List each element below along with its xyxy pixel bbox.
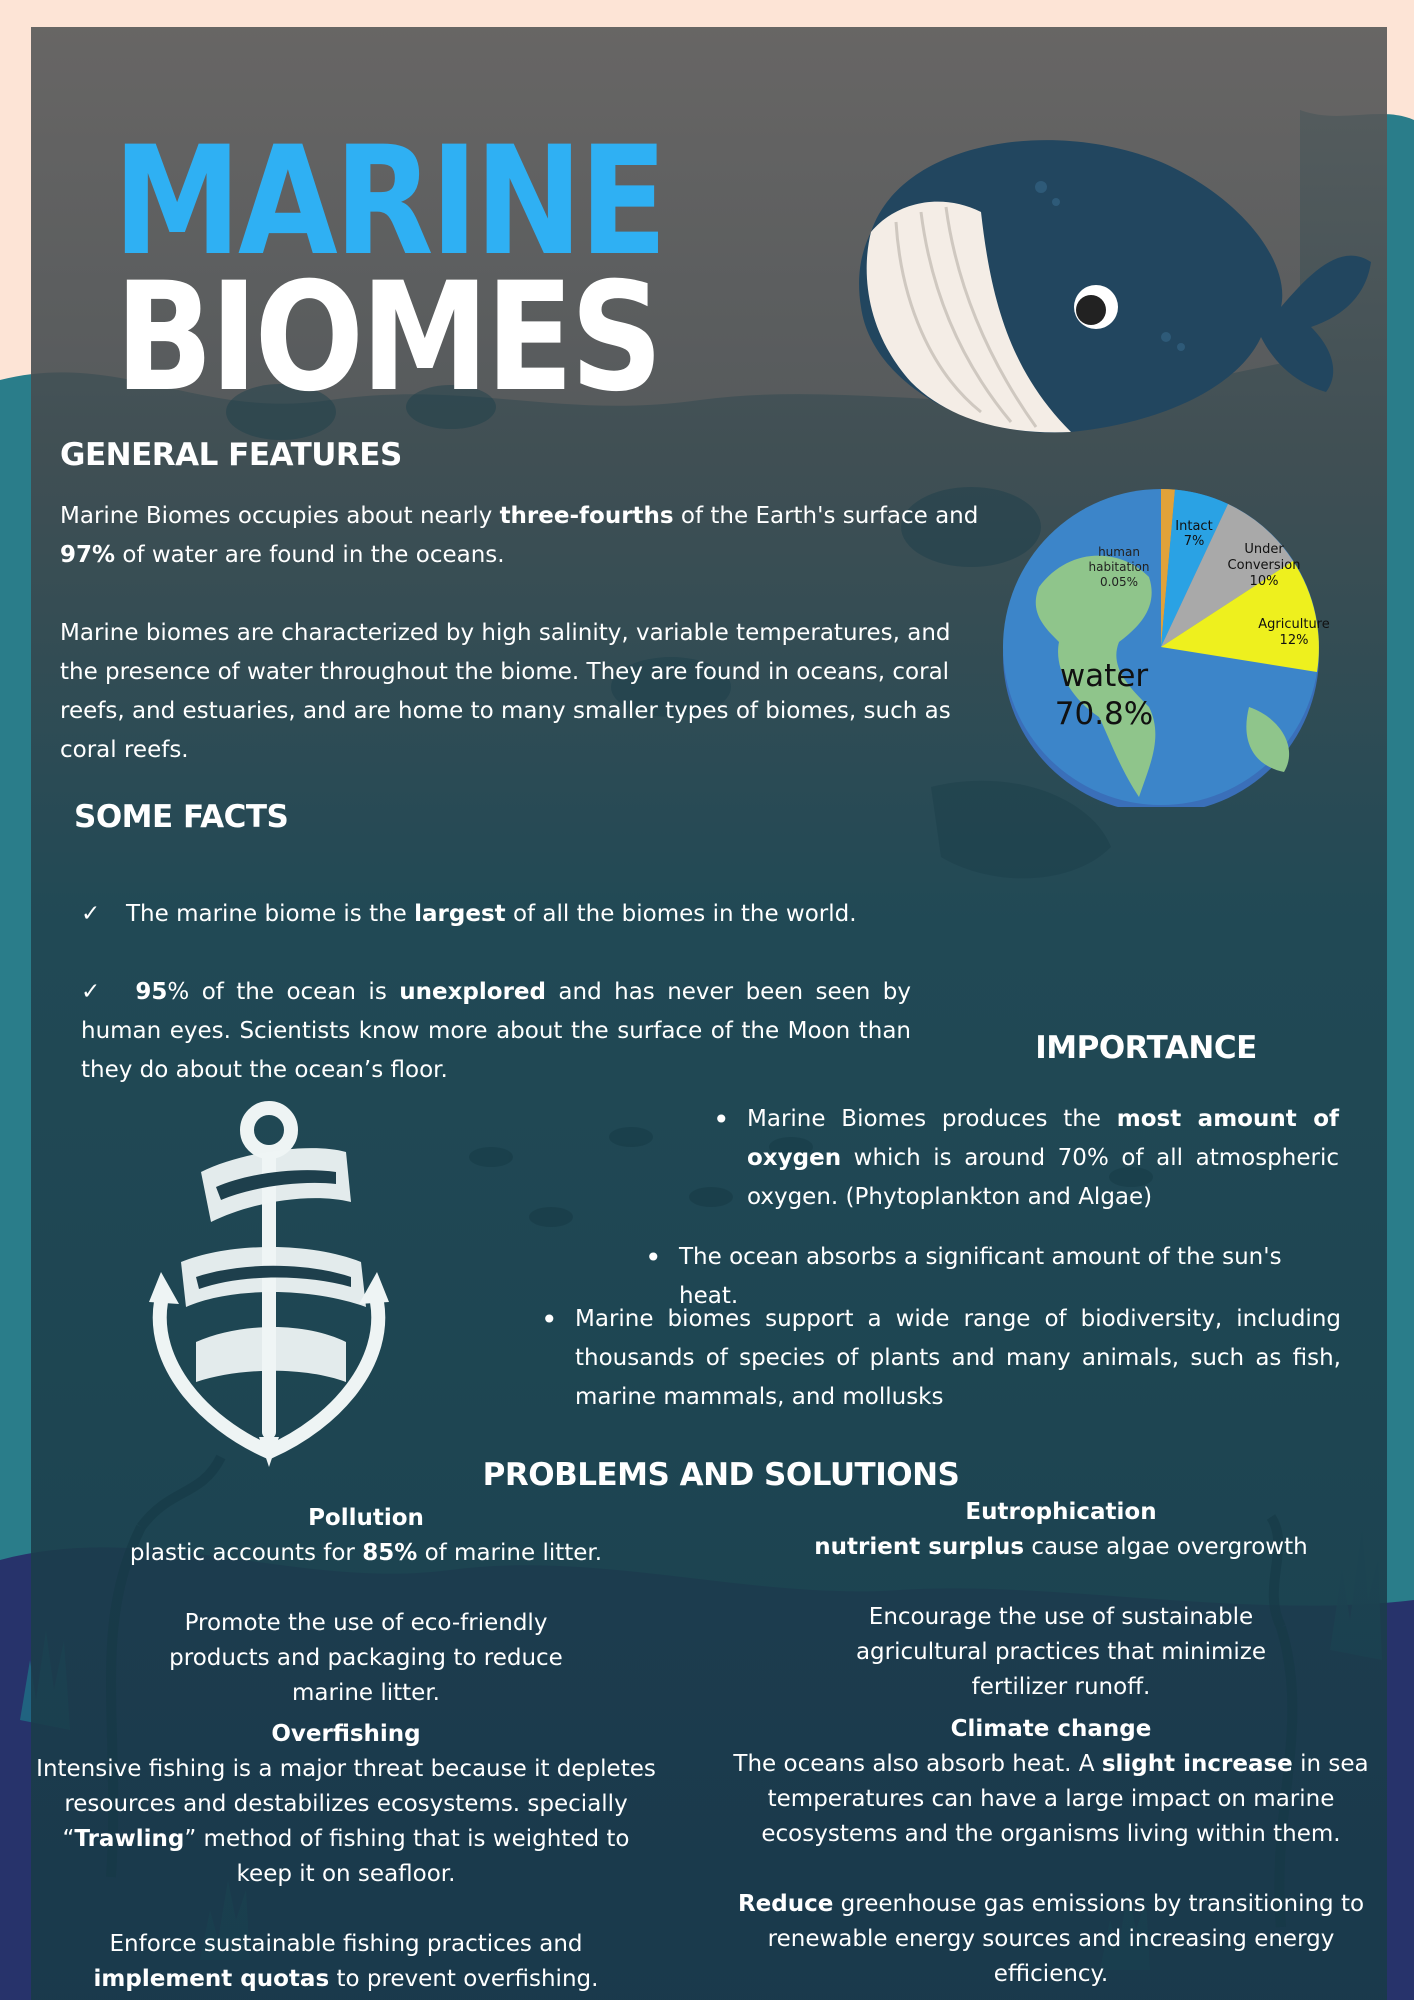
- check-icon: ✓: [81, 979, 106, 1005]
- overfishing-solution: Enforce sustainable fishing practices an…: [33, 1927, 659, 1997]
- overfishing-s-b: implement quotas: [93, 1966, 330, 1992]
- importance-item-1: Marine Biomes produces the most amount o…: [713, 1100, 1339, 1217]
- problems-heading: PROBLEMS AND SOLUTIONS: [482, 1457, 960, 1493]
- overfishing-s-a: Enforce sustainable fishing practices an…: [109, 1931, 583, 1957]
- fact-2: ✓ 95% of the ocean is unexplored and has …: [81, 973, 911, 1090]
- general-features-text: Marine Biomes occupies about nearly thre…: [60, 497, 980, 770]
- pie-water-value: 70.8%: [1054, 696, 1154, 732]
- general-p1: Marine Biomes occupies about nearly thre…: [60, 497, 980, 575]
- pollution-title: Pollution: [308, 1505, 424, 1531]
- pie-label-agriculture-name: Agriculture: [1258, 617, 1330, 632]
- importance-bullet-3: Marine biomes support a wide range of bi…: [541, 1300, 1341, 1417]
- overfishing-a: Intensive fishing is a major threat beca…: [36, 1756, 656, 1852]
- climate-problem: The oceans also absorb heat. A slight in…: [721, 1747, 1381, 1852]
- eutrophication-title: Eutrophication: [965, 1499, 1157, 1525]
- importance-1-b: most amount of oxygen: [747, 1106, 1339, 1171]
- general-p1-b: three-fourths: [499, 503, 674, 529]
- pie-water-name: water: [1059, 658, 1149, 694]
- globe-pie-chart: human habitation 0.05% Intact 7% Under C…: [999, 467, 1330, 813]
- title-biomes: BIOMES: [115, 251, 663, 425]
- overfishing-problem: Intensive fishing is a major threat beca…: [33, 1752, 659, 1892]
- fact-2-b: % of the ocean is: [167, 979, 400, 1005]
- eutrophication-solution: Encourage the use of sustainable agricul…: [855, 1604, 1267, 1700]
- climate-s-a: Reduce: [737, 1891, 834, 1917]
- fact-1-b: largest: [414, 901, 506, 927]
- climate-a: The oceans also absorb heat. A: [733, 1751, 1102, 1777]
- importance-item-3: Marine biomes support a wide range of bi…: [541, 1300, 1341, 1417]
- general-p2: Marine biomes are characterized by high …: [60, 620, 951, 763]
- fact-2-text: ✓ 95% of the ocean is unexplored and has …: [81, 973, 911, 1090]
- pollution-solution: Promote the use of eco-friendly products…: [169, 1610, 563, 1706]
- importance-item-2: The ocean absorbs a significant amount o…: [645, 1238, 1345, 1316]
- fact-1-a: The marine biome is the: [126, 901, 415, 927]
- pollution-b: 85%: [362, 1540, 418, 1566]
- fact-2-d: and has never been seen by human eyes. S…: [81, 979, 911, 1083]
- pie-label-water: water 70.8%: [1039, 657, 1169, 733]
- general-p1-a: Marine Biomes occupies about nearly: [60, 503, 500, 529]
- whale-icon: [859, 140, 1371, 433]
- overfishing-s-c: to prevent overfishing.: [329, 1966, 599, 1992]
- general-p1-d: 97%: [60, 542, 116, 568]
- pie-label-intact-value: 7%: [1183, 534, 1205, 549]
- importance-bullet-2: The ocean absorbs a significant amount o…: [645, 1238, 1345, 1316]
- pie-label-intact-name: Intact: [1175, 519, 1213, 534]
- eutrophication-block: Eutrophication nutrient surplus cause al…: [791, 1495, 1331, 1705]
- check-icon: ✓: [81, 901, 101, 927]
- climate-title: Climate change: [950, 1716, 1152, 1742]
- title-marine: MARINE: [113, 115, 667, 289]
- importance-1-c: which is around 70% of all atmospheric o…: [747, 1145, 1339, 1210]
- pie-label-conversion: Under Conversion 10%: [1219, 542, 1309, 590]
- fact-1-c: of all the biomes in the world.: [505, 901, 857, 927]
- eutrophication-problem: nutrient surplus cause algae overgrowth: [791, 1530, 1331, 1565]
- eutrophication-a: nutrient surplus: [814, 1534, 1025, 1560]
- climate-b: slight increase: [1101, 1751, 1293, 1777]
- anchor-icon: [149, 1101, 389, 1467]
- overfishing-c: ” method of fishing that is weighted to …: [184, 1826, 630, 1887]
- general-p1-e: of water are found in the oceans.: [115, 542, 505, 568]
- fact-2-c: unexplored: [399, 979, 546, 1005]
- general-features-heading: GENERAL FEATURES: [60, 437, 402, 473]
- climate-block: Climate change The oceans also absorb he…: [721, 1712, 1381, 1992]
- pie-label-human-name: human habitation: [1088, 545, 1150, 574]
- importance-bullet-1: Marine Biomes produces the most amount o…: [713, 1100, 1339, 1217]
- importance-heading: IMPORTANCE: [1035, 1030, 1257, 1066]
- pollution-block: Pollution plastic accounts for 85% of ma…: [91, 1501, 641, 1711]
- general-p1-c: of the Earth's surface and: [673, 503, 979, 529]
- pie-label-agriculture-value: 12%: [1279, 633, 1309, 648]
- fact-1: ✓ The marine biome is the largest of all…: [81, 895, 911, 935]
- pie-label-human: human habitation 0.05%: [1079, 545, 1159, 590]
- pie-label-conversion-name: Under Conversion: [1227, 542, 1301, 573]
- pollution-c: of marine litter.: [417, 1540, 603, 1566]
- pie-label-intact: Intact 7%: [1169, 519, 1219, 549]
- overfishing-b: Trawling: [74, 1826, 185, 1852]
- pollution-a: plastic accounts for: [129, 1540, 363, 1566]
- overfishing-title: Overfishing: [271, 1721, 421, 1747]
- pollution-problem: plastic accounts for 85% of marine litte…: [91, 1536, 641, 1571]
- fact-2-a: 95: [135, 979, 168, 1005]
- overfishing-block: Overfishing Intensive fishing is a major…: [33, 1717, 659, 1997]
- pie-label-agriculture: Agriculture 12%: [1249, 617, 1339, 649]
- importance-1-a: Marine Biomes produces the: [747, 1106, 1117, 1132]
- climate-s-b: greenhouse gas emissions by transitionin…: [767, 1891, 1365, 1987]
- some-facts-heading: SOME FACTS: [74, 799, 289, 835]
- climate-c: in sea temperatures can have a large imp…: [761, 1751, 1369, 1847]
- fact-1-text: The marine biome is the largest of all t…: [81, 895, 911, 934]
- climate-solution: Reduce greenhouse gas emissions by trans…: [721, 1887, 1381, 1992]
- pie-label-conversion-value: 10%: [1249, 574, 1279, 589]
- content-panel: MARINE BIOMES GENERAL FEATURES Marine Bi…: [31, 27, 1387, 2000]
- eutrophication-b: cause algae overgrowth: [1024, 1534, 1308, 1560]
- pie-label-human-value: 0.05%: [1099, 575, 1139, 589]
